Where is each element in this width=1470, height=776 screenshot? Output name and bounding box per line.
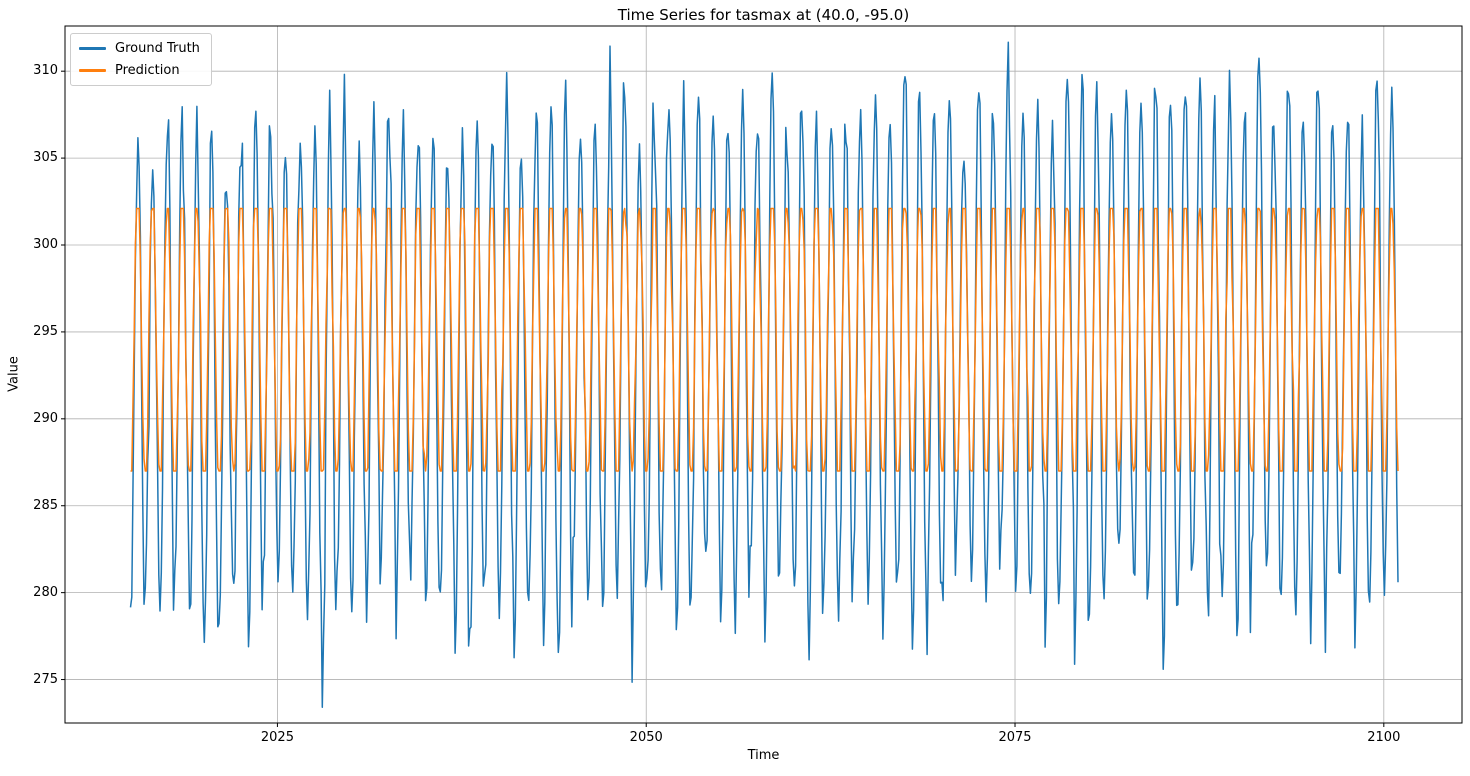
chart-title: Time Series for tasmax at (40.0, -95.0) xyxy=(617,6,910,24)
y-tick-label: 280 xyxy=(33,584,58,600)
ground-truth-line-swatch xyxy=(79,47,106,50)
legend-item-ground-truth: Ground Truth xyxy=(79,41,200,56)
x-tick-label: 2025 xyxy=(260,730,294,745)
y-tick-label: 295 xyxy=(33,323,58,339)
y-tick-label: 285 xyxy=(33,497,58,513)
prediction-line-swatch xyxy=(79,69,106,72)
y-tick-label: 290 xyxy=(33,410,58,426)
x-tick-label: 2075 xyxy=(998,730,1032,745)
y-tick-label: 310 xyxy=(33,63,58,79)
legend-label-ground-truth: Ground Truth xyxy=(115,41,200,56)
x-tick-label: 2100 xyxy=(1367,730,1401,745)
y-tick-label: 300 xyxy=(33,237,58,252)
y-tick-label: 305 xyxy=(33,150,58,166)
legend: Ground Truth Prediction xyxy=(70,33,212,86)
legend-label-prediction: Prediction xyxy=(115,63,180,78)
x-tick-label: 2050 xyxy=(629,730,663,745)
y-tick-label: 275 xyxy=(33,671,58,687)
x-axis-label: Time xyxy=(747,748,780,763)
y-axis-label: Value xyxy=(6,356,22,392)
legend-item-prediction: Prediction xyxy=(79,63,200,78)
